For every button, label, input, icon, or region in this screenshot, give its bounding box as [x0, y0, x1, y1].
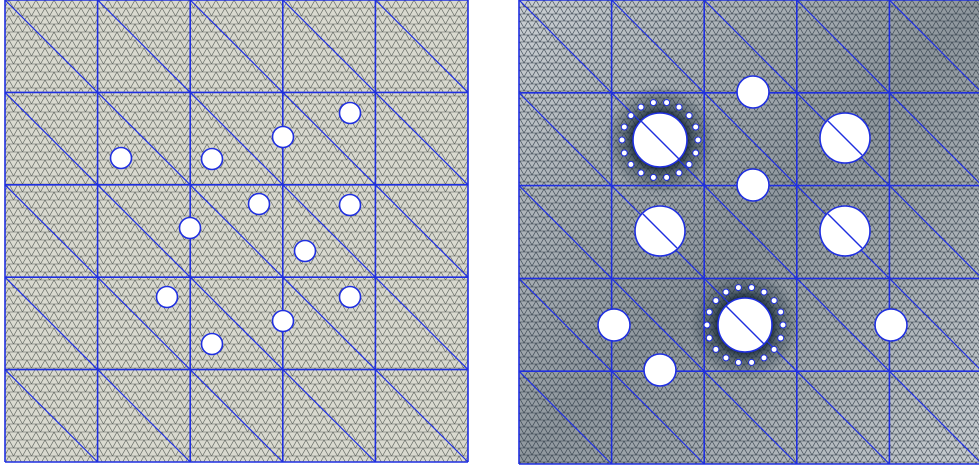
hole — [644, 354, 676, 386]
hole — [111, 148, 132, 169]
ring-node — [664, 100, 670, 106]
ring-node — [628, 161, 634, 167]
hole — [295, 241, 316, 262]
hole — [180, 218, 201, 239]
ring-node — [704, 322, 710, 328]
ring-node — [749, 285, 755, 291]
ring-node — [735, 285, 741, 291]
ring-node — [650, 100, 656, 106]
hole — [202, 334, 223, 355]
hole — [737, 169, 769, 201]
ring-node — [761, 289, 767, 295]
ring-node — [686, 113, 692, 119]
ring-node — [676, 104, 682, 110]
ring-node — [778, 309, 784, 315]
hole — [340, 195, 361, 216]
ring-node — [621, 124, 627, 130]
ring-node — [693, 124, 699, 130]
ring-node — [749, 359, 755, 365]
left-mesh — [5, 0, 468, 462]
ring-node — [771, 298, 777, 304]
ring-node — [619, 137, 625, 143]
ring-node — [706, 309, 712, 315]
hole — [273, 311, 294, 332]
hole — [598, 309, 630, 341]
page: (() => { const svg = document.getElement… — [0, 0, 979, 467]
ring-node — [706, 335, 712, 341]
mesh-figure — [0, 0, 979, 467]
ring-node — [713, 298, 719, 304]
ring-node — [650, 174, 656, 180]
ring-node — [771, 346, 777, 352]
hole — [157, 287, 178, 308]
ring-node — [761, 355, 767, 361]
ring-node — [628, 113, 634, 119]
ring-node — [638, 170, 644, 176]
hole — [249, 194, 270, 215]
ring-node — [723, 289, 729, 295]
ring-node — [713, 346, 719, 352]
ring-node — [778, 335, 784, 341]
hole — [202, 149, 223, 170]
ring-node — [735, 359, 741, 365]
hole — [273, 127, 294, 148]
right-mesh — [519, 0, 979, 464]
hole — [340, 287, 361, 308]
ring-node — [695, 137, 701, 143]
ring-node — [686, 161, 692, 167]
ring-node — [723, 355, 729, 361]
hole — [875, 309, 907, 341]
ring-node — [621, 150, 627, 156]
ring-node — [676, 170, 682, 176]
ring-node — [780, 322, 786, 328]
hole — [340, 103, 361, 124]
ring-node — [664, 174, 670, 180]
hole — [737, 76, 769, 108]
ring-node — [693, 150, 699, 156]
ring-node — [638, 104, 644, 110]
